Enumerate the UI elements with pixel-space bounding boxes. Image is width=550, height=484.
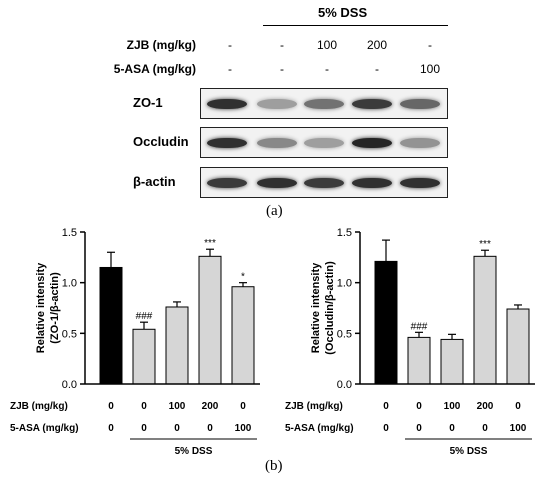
asa-row-label: 5-ASA (mg/kg): [285, 423, 354, 434]
zjb-row-label: ZJB (mg/kg): [285, 401, 343, 412]
blot-band: [352, 178, 392, 188]
y-tick-label: 0.5: [337, 328, 352, 340]
blot-band: [257, 99, 297, 109]
dss-group-label: 5% DSS: [175, 446, 213, 457]
y-tick-label: 0.5: [62, 328, 77, 340]
asa-cell: 100: [419, 62, 441, 76]
bar: [132, 328, 156, 385]
blot-band: [400, 99, 440, 109]
y-axis-label: Relative intensity: [310, 262, 322, 353]
asa-cell: 0: [416, 423, 422, 434]
zjb-cell: 200: [366, 38, 388, 52]
asa-row-label: 5-ASA (mg/kg): [113, 62, 196, 76]
bar: [99, 266, 123, 385]
caption-a: (a): [266, 203, 283, 219]
significance-mark: ###: [411, 321, 428, 332]
asa-cell: -: [228, 62, 232, 76]
asa-cell: -: [325, 62, 329, 76]
asa-cell: 0: [383, 423, 389, 434]
bar: [473, 255, 497, 385]
caption-b: (b): [265, 458, 283, 474]
zjb-cell: 0: [240, 401, 246, 412]
y-tick-label: 0.0: [62, 379, 77, 391]
blot-band: [257, 178, 297, 188]
blot-band: [400, 138, 440, 148]
asa-cell: -: [280, 62, 284, 76]
zjb-cell: -: [428, 38, 432, 52]
zjb-cell: 0: [515, 401, 521, 412]
y-tick-label: 1.0: [337, 278, 352, 290]
blot-band: [257, 138, 297, 148]
bar: [231, 286, 255, 385]
y-axis-label: (ZO-1/β-actin): [49, 272, 61, 344]
y-axis-label: (Occludin/β-actin): [324, 261, 336, 355]
zjb-cell: 200: [202, 401, 219, 412]
asa-cell: 100: [235, 423, 252, 434]
blot-band: [304, 178, 344, 188]
chart-occludin: 0.0 0.5 1.0 1.5 Relative intensity (Occludin/…: [285, 227, 535, 457]
asa-cell: -: [375, 62, 379, 76]
asa-cell: 0: [449, 423, 455, 434]
y-tick-label: 1.5: [337, 227, 352, 239]
blot-zo1: [200, 88, 448, 119]
blot-label-beta-actin: β-actin: [133, 174, 176, 189]
significance-mark: *: [241, 272, 245, 283]
significance-mark: ***: [204, 238, 216, 249]
zjb-cell: 200: [477, 401, 494, 412]
asa-row-label: 5-ASA (mg/kg): [10, 423, 79, 434]
y-tick-label: 0.0: [337, 379, 352, 391]
chart-zo1: 0.0 0.5 1.0 1.5 Relative intensity (ZO-1/β-ac…: [10, 227, 260, 457]
asa-cell: 0: [482, 423, 488, 434]
significance-mark: ***: [479, 239, 491, 250]
blot-label-zo1: ZO-1: [133, 95, 163, 110]
bar: [198, 255, 222, 385]
zjb-row-label: ZJB (mg/kg): [10, 401, 68, 412]
zjb-cell: 100: [444, 401, 461, 412]
bar: [165, 306, 189, 385]
blot-band: [352, 99, 392, 109]
dss-group-line: [263, 25, 448, 26]
zjb-row-label: ZJB (mg/kg): [126, 38, 196, 52]
blot-band: [207, 178, 247, 188]
zjb-cell: -: [228, 38, 232, 52]
y-tick-label: 1.0: [62, 278, 77, 290]
zjb-cell: 0: [383, 401, 389, 412]
asa-cell: 0: [207, 423, 213, 434]
zjb-cell: 100: [169, 401, 186, 412]
y-tick-label: 1.5: [62, 227, 77, 239]
blot-label-occludin: Occludin: [133, 134, 189, 149]
blot-band: [207, 138, 247, 148]
zjb-cell: 0: [141, 401, 147, 412]
blot-occludin: [200, 127, 448, 158]
bar: [440, 338, 464, 385]
dss-group-label: 5% DSS: [450, 446, 488, 457]
significance-mark: ###: [136, 311, 153, 322]
blot-band: [207, 99, 247, 109]
bar: [407, 336, 431, 385]
zjb-cell: 0: [108, 401, 114, 412]
zjb-cell: 100: [316, 38, 338, 52]
bar: [374, 260, 398, 385]
asa-cell: 0: [141, 423, 147, 434]
blot-band: [304, 138, 344, 148]
blot-band: [352, 138, 392, 148]
y-axis-label: Relative intensity: [35, 262, 47, 353]
zjb-cell: -: [280, 38, 284, 52]
asa-cell: 0: [108, 423, 114, 434]
blot-band: [304, 99, 344, 109]
bar: [506, 308, 530, 385]
blot-beta-actin: [200, 167, 448, 198]
blot-band: [400, 178, 440, 188]
zjb-cell: 0: [416, 401, 422, 412]
dss-group-label: 5% DSS: [318, 5, 368, 20]
asa-cell: 0: [174, 423, 180, 434]
asa-cell: 100: [510, 423, 527, 434]
